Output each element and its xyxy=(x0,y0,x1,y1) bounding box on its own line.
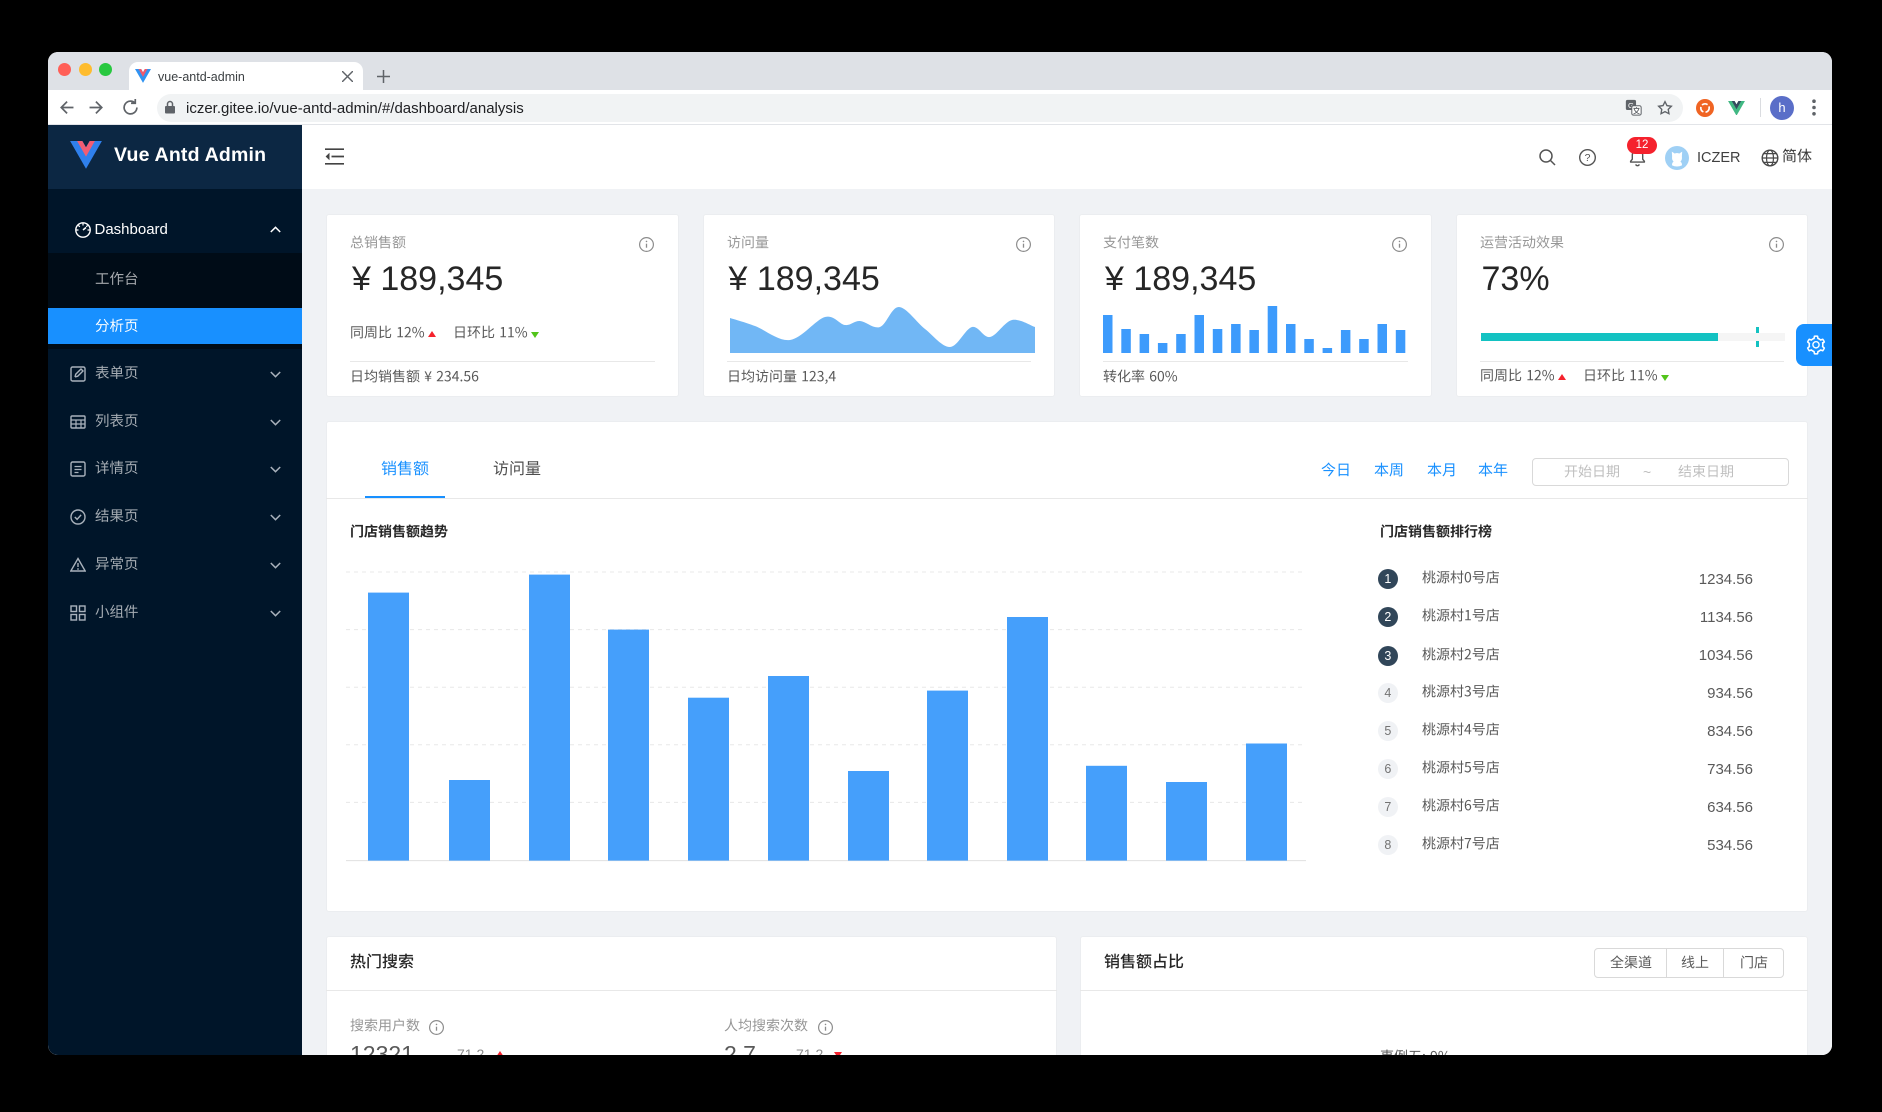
svg-text:G: G xyxy=(1628,101,1634,110)
svg-text:?: ? xyxy=(1585,152,1591,164)
